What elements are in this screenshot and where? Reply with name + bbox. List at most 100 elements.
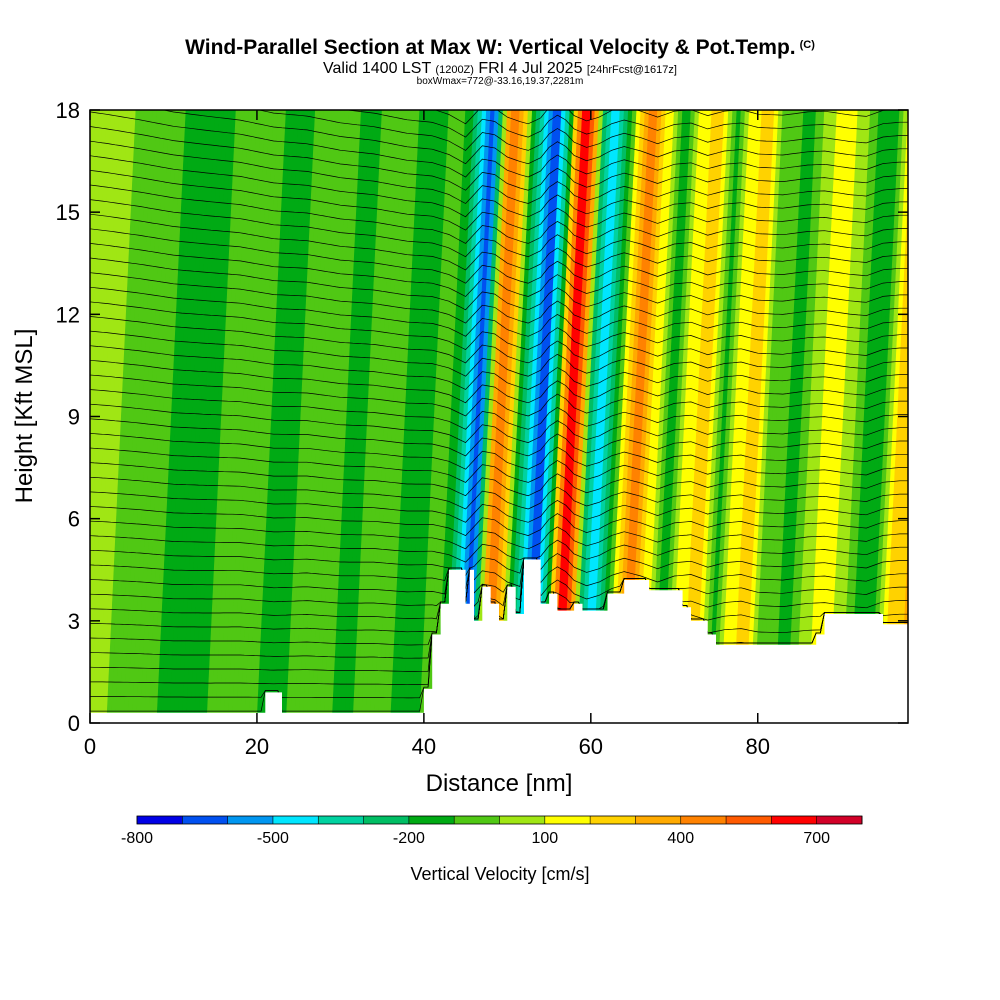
velocity-cell: [669, 110, 705, 723]
velocity-cell: [373, 110, 408, 723]
velocity-cell: [223, 110, 258, 723]
theta-contour-line: [344, 110, 908, 138]
velocity-cell: [118, 110, 154, 723]
theta-contour-line: [90, 301, 908, 351]
velocity-cell: [865, 110, 901, 723]
theta-contour-line: [90, 549, 908, 577]
theta-contour-line: [90, 184, 908, 244]
velocity-cell: [231, 110, 267, 723]
theta-contour-line: [90, 155, 908, 218]
velocity-cell: [164, 110, 200, 723]
colorbar-swatch: [363, 816, 410, 824]
velocity-cell: [281, 110, 317, 723]
velocity-cell: [790, 110, 826, 723]
y-tick-label: 3: [68, 609, 80, 634]
velocity-cell: [189, 110, 225, 723]
velocity-cell: [607, 110, 642, 723]
colorbar-swatch: [771, 816, 818, 824]
theta-contour-line: [90, 418, 908, 457]
velocity-cell: [415, 110, 450, 723]
velocity-cell: [194, 110, 229, 723]
velocity-cell: [795, 110, 830, 723]
theta-contour-line: [434, 110, 892, 125]
box-wmax-info: boxWmax=772@-33.16,19.37,2281m: [416, 76, 584, 87]
velocity-cell: [419, 110, 454, 723]
theta-contour-line: [90, 272, 908, 324]
velocity-cell: [198, 110, 233, 723]
velocity-cell: [127, 110, 162, 723]
y-tick-label: 9: [68, 405, 80, 430]
velocity-cell: [93, 110, 129, 723]
velocity-cell: [477, 110, 513, 723]
velocity-cell: [694, 110, 730, 723]
velocity-cell: [903, 629, 908, 723]
axes: 0 20 40 60 80 0 3 6 9 12 15 18: [56, 98, 908, 759]
theta-contour-line: [90, 228, 908, 284]
velocity-cell: [406, 110, 442, 723]
colorbar-swatch: [227, 816, 274, 824]
velocity-cell: [139, 110, 175, 723]
velocity-cell: [344, 110, 379, 723]
colorbar: -800 -500 -200 100 400 700: [121, 815, 863, 847]
theta-contour-line: [90, 447, 908, 483]
velocity-cell: [673, 110, 709, 723]
colorbar-tick-label: -500: [257, 830, 289, 847]
colorbar-swatch: [182, 816, 229, 824]
velocity-cell: [561, 110, 596, 723]
velocity-cell: [824, 110, 859, 723]
velocity-cell: [786, 110, 822, 723]
velocity-cell: [264, 110, 300, 723]
theta-contour-line: [90, 374, 908, 417]
theta-contour-line: [90, 403, 908, 444]
velocity-cell: [494, 110, 529, 723]
chart-subtitle: Valid 1400 LST (1200Z) FRI 4 Jul 2025 [2…: [0, 60, 1000, 78]
y-tick-label: 0: [68, 711, 80, 736]
velocity-cell: [210, 110, 246, 723]
theta-contour-line: [90, 316, 908, 364]
x-axis-label: Distance [nm]: [426, 770, 573, 797]
velocity-cell: [168, 110, 204, 723]
velocity-cell: [490, 110, 525, 723]
velocity-cell: [252, 110, 287, 723]
x-tick-label: 80: [746, 734, 770, 759]
velocity-cell: [640, 110, 676, 723]
velocity-cell: [769, 110, 805, 723]
y-tick-label: 12: [56, 302, 80, 327]
velocity-cell: [135, 110, 171, 723]
velocity-cell: [636, 110, 671, 723]
colorbar-swatch: [544, 816, 591, 824]
colorbar-tick-label: -200: [393, 830, 425, 847]
velocity-cell: [143, 110, 179, 723]
y-tick-label: 18: [56, 98, 80, 123]
velocity-cell: [173, 110, 208, 723]
colorbar-tick-label: 700: [803, 830, 830, 847]
theta-contour-line: [90, 170, 908, 231]
colorbar-swatch: [137, 816, 183, 824]
theta-contour-line: [90, 126, 908, 191]
velocity-cell: [456, 110, 492, 723]
theta-contour-line: [90, 506, 908, 537]
colorbar-swatch: [318, 816, 364, 824]
y-axis-label: Height [Kft MSL]: [11, 329, 38, 504]
velocity-cell: [219, 110, 254, 723]
theta-contour-line: [90, 520, 908, 550]
velocity-cell: [907, 716, 908, 723]
velocity-cell: [448, 110, 484, 723]
velocity-cell: [590, 110, 625, 723]
velocity-cell: [469, 110, 504, 723]
velocity-cell: [853, 110, 888, 723]
theta-contour-line: [90, 345, 908, 390]
terrain-mask: [90, 559, 908, 723]
theta-contour-line: [90, 491, 908, 523]
velocity-cell: [744, 110, 780, 723]
velocity-cell: [323, 110, 358, 723]
velocity-cell: [256, 110, 292, 723]
velocity-cell: [356, 110, 392, 723]
theta-contour-line: [257, 110, 908, 151]
valid-time: Valid 1400 LST: [323, 60, 431, 77]
velocity-cell: [402, 110, 438, 723]
colorbar-tick-label: 400: [667, 830, 694, 847]
velocity-cell: [377, 110, 413, 723]
velocity-cell: [548, 110, 584, 723]
velocity-cell: [648, 110, 684, 723]
